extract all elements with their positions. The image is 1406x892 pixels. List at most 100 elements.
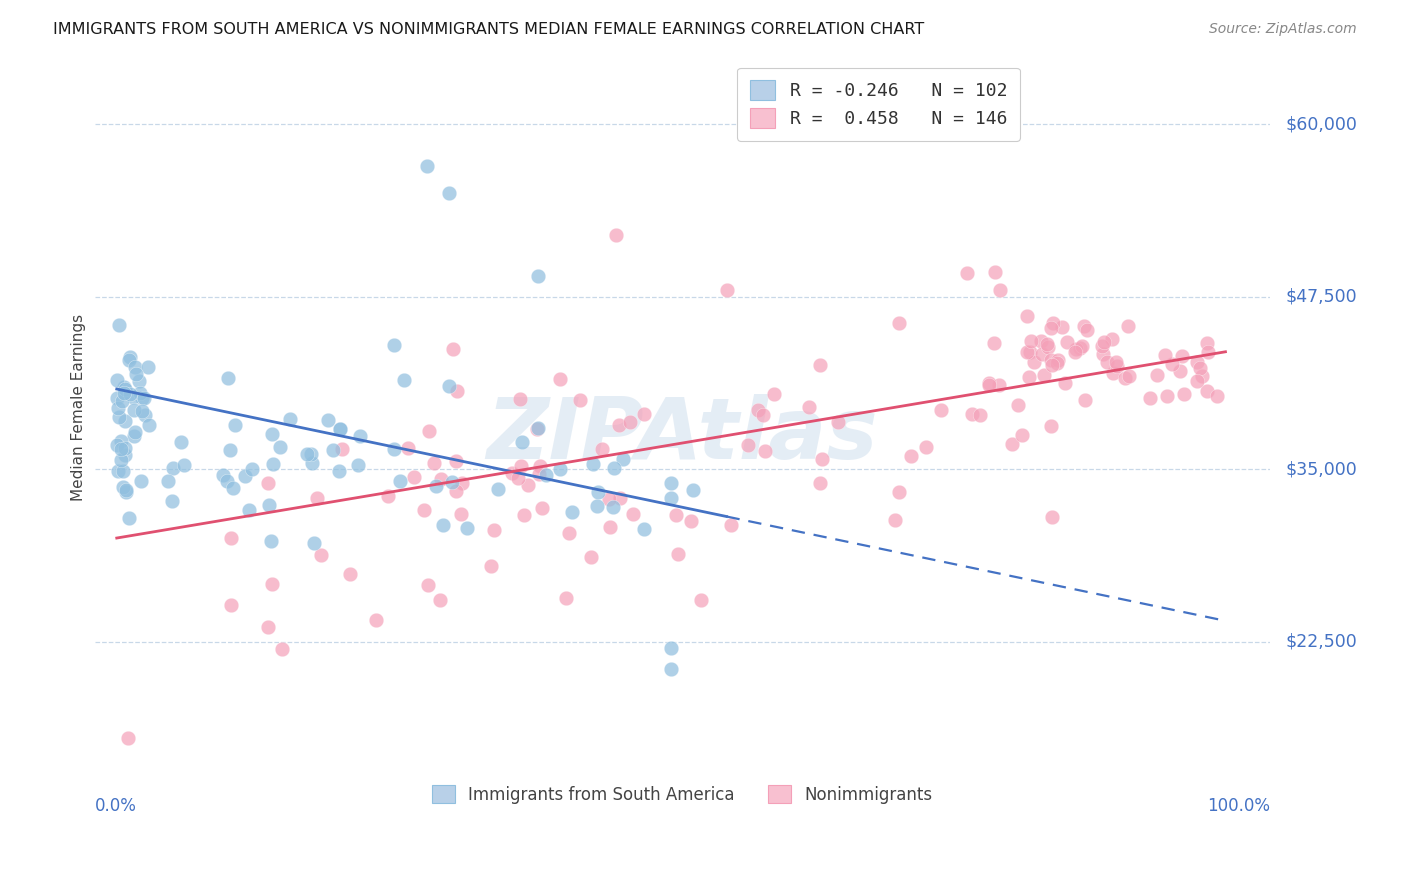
Point [513,508,536,522]
Point [889,485,911,500]
Point [659,475,682,490]
Point [257,476,280,491]
Point [105,438,128,452]
Point [1022,355,1045,369]
Point [1101,332,1123,346]
Point [681,514,703,528]
Point [555,591,578,606]
Point [114,442,136,456]
Point [339,567,361,582]
Point [328,422,350,436]
Point [762,386,785,401]
Point [501,467,523,481]
Point [242,462,264,476]
Point [1091,339,1114,353]
Point [1069,341,1091,355]
Point [1105,359,1128,373]
Point [598,491,620,506]
Point [599,519,621,533]
Point [1021,334,1043,348]
Point [330,442,353,457]
Point [1073,318,1095,333]
Point [1173,387,1195,401]
Point [983,335,1005,350]
Point [747,402,769,417]
Point [665,508,688,522]
Point [114,382,136,396]
Point [131,404,153,418]
Point [1118,368,1140,383]
Point [484,523,506,537]
Point [720,517,742,532]
Point [117,731,139,745]
Point [1197,344,1219,359]
Point [548,462,571,476]
Point [441,342,464,356]
Point [120,387,142,401]
Point [530,501,553,516]
Point [797,401,820,415]
Point [754,444,776,458]
Point [1170,349,1192,363]
Point [131,391,153,405]
Point [527,268,550,283]
Point [134,408,156,422]
Point [900,449,922,463]
Point [1029,334,1052,348]
Point [516,477,538,491]
Point [121,390,143,404]
Point [429,592,451,607]
Point [105,391,128,405]
Point [118,352,141,367]
Point [1032,368,1054,382]
Point [557,526,579,541]
Point [423,457,446,471]
Point [396,442,419,456]
Point [1114,371,1136,385]
Text: ZIPAtlas: ZIPAtlas [486,393,877,476]
Point [262,457,284,471]
Point [887,316,910,330]
Point [960,407,983,421]
Point [217,371,239,385]
Point [382,338,405,352]
Point [1185,375,1208,389]
Point [1039,418,1062,433]
Text: Source: ZipAtlas.com: Source: ZipAtlas.com [1209,22,1357,37]
Point [1095,355,1118,369]
Point [1197,384,1219,398]
Point [737,438,759,452]
Point [579,550,602,565]
Point [1046,356,1069,370]
Point [128,385,150,400]
Point [128,375,150,389]
Point [534,468,557,483]
Point [956,266,979,280]
Point [1001,437,1024,451]
Point [110,453,132,467]
Point [124,360,146,375]
Point [1017,309,1039,323]
Point [512,435,534,450]
Point [219,599,242,613]
Point [118,510,141,524]
Point [439,186,461,200]
Text: IMMIGRANTS FROM SOUTH AMERICA VS NONIMMIGRANTS MEDIAN FEMALE EARNINGS CORRELATIO: IMMIGRANTS FROM SOUTH AMERICA VS NONIMMI… [53,22,925,37]
Point [301,446,323,460]
Point [752,408,775,422]
Point [527,467,550,482]
Point [131,475,153,489]
Point [1018,370,1040,384]
Point [112,385,135,400]
Point [1056,334,1078,349]
Point [569,393,592,408]
Point [1040,358,1063,372]
Point [124,367,146,381]
Point [633,522,655,536]
Point [418,578,440,592]
Point [304,536,326,550]
Point [1015,345,1038,359]
Point [659,662,682,676]
Point [222,481,245,495]
Point [983,264,1005,278]
